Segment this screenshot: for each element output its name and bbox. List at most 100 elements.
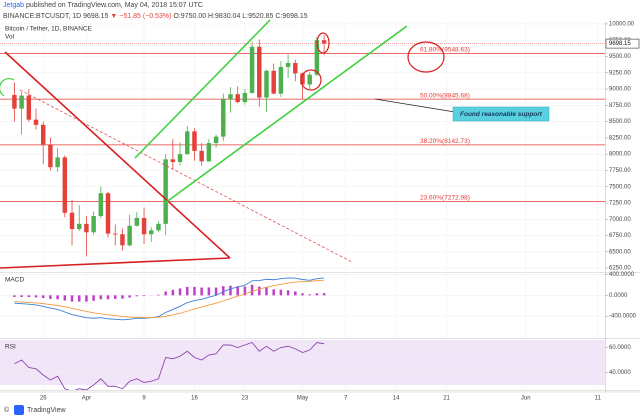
histogram-bar (77, 295, 81, 302)
histogram-bar (99, 295, 103, 300)
y-tick-label: 9250.00 (609, 70, 631, 76)
histogram-bar (207, 287, 211, 296)
candle-body (257, 46, 262, 98)
histogram-bar (164, 291, 167, 296)
candle-body (127, 225, 132, 246)
histogram-bar (214, 287, 218, 296)
candle-body (192, 131, 197, 151)
histogram-bar (142, 295, 146, 297)
series-line (14, 341, 325, 390)
candle-body (249, 46, 255, 93)
y-tick-label: 7750.00 (609, 168, 631, 174)
histogram-bar (171, 289, 175, 296)
histogram-bar (128, 295, 131, 298)
candle-body (76, 223, 82, 230)
pane-title: MACD (5, 277, 24, 284)
histogram-bar (229, 285, 232, 296)
histogram-bar (113, 295, 117, 299)
histogram-bar (106, 295, 110, 300)
author[interactable]: Jetgab (3, 2, 24, 9)
y-tick-label: 9000.00 (609, 87, 631, 93)
candle-body (120, 234, 125, 246)
dashed-trend-line (19, 89, 353, 263)
candle-body (84, 223, 89, 233)
candle-body (264, 70, 269, 98)
symbol-line: BINANCE:BTCUSDT, 1D 9698.15 ▼ −51.85 (−0… (3, 13, 308, 20)
candle-body (134, 217, 140, 226)
candle-body (228, 94, 233, 99)
histogram-bar (13, 295, 16, 297)
candle-body (26, 95, 32, 120)
histogram-bar (294, 291, 297, 296)
histogram-bar (178, 288, 182, 296)
logo (14, 405, 24, 415)
series-line (14, 279, 325, 319)
trend-line (0, 257, 231, 269)
x-tick-label: 21 (443, 396, 450, 402)
fib-label: 38.20%(8142.73) (420, 138, 470, 145)
last-price-box (605, 38, 640, 49)
candle-body (206, 143, 212, 162)
histogram-bar (135, 295, 139, 297)
histogram-bar (200, 287, 203, 296)
histogram-bar (258, 286, 261, 296)
arrow: ▼ (110, 13, 117, 20)
histogram-bar (63, 295, 67, 301)
pane-title: RSI (5, 344, 16, 351)
histogram-bar (308, 294, 311, 296)
header-line: Jetgab published on TradingView.com, May… (3, 2, 203, 9)
series-line (14, 277, 325, 321)
histogram-bar (56, 295, 59, 300)
candle-body (163, 159, 168, 224)
histogram-bar (222, 286, 225, 296)
y-tick-label: 10000.00 (609, 22, 635, 28)
histogram-bar (27, 295, 31, 298)
y-tick-label: 60.0000 (609, 345, 631, 351)
ohlc: O:9750.00 H:9830.04 L:9520.85 C:9698.15 (173, 13, 307, 20)
histogram-bar (279, 289, 283, 296)
fib-label: 50.00%(8845.68) (420, 92, 470, 99)
candle-body (40, 124, 46, 145)
x-tick-label: 26 (40, 396, 47, 402)
y-tick-label: 400.0000 (609, 272, 635, 278)
marker-circle (0, 77, 15, 97)
band (0, 340, 605, 385)
candle-body (170, 159, 176, 162)
x-tick-label: 9 (142, 396, 146, 402)
x-tick-label: Jun (521, 396, 531, 402)
histogram-bar (121, 295, 124, 299)
candle-body (113, 233, 118, 235)
y-tick-label: -400.0000 (609, 314, 637, 320)
histogram-bar (20, 295, 23, 298)
last-price-label: 9698.15 (609, 41, 631, 47)
candle-body (33, 119, 39, 125)
footer-text[interactable]: TradingView (27, 407, 66, 414)
x-tick-label: 7 (344, 396, 348, 402)
histogram-bar (34, 295, 38, 298)
histogram-bar (315, 293, 319, 296)
y-tick-label: 9500.00 (609, 54, 631, 60)
candle-body (156, 223, 161, 231)
candle-body (12, 94, 17, 109)
histogram-bar (322, 293, 326, 296)
histogram-bar (70, 295, 74, 302)
candle-body (293, 63, 298, 74)
chart-layers: 26 Apr 9 16 23 May 7 14 21 Jun 11 61.80%(9548.63) 50… (0, 22, 640, 402)
y-tick-label: 8500.00 (609, 119, 631, 125)
trend-line (4, 51, 231, 259)
y-tick-label: 8750.00 (609, 103, 631, 109)
candle-body (149, 230, 154, 235)
marker-circle (316, 32, 330, 54)
x-tick-label: May (297, 396, 308, 402)
pane: 61.80%(9548.63) 50.00%(8845.68) 38.20%(814… (0, 23, 605, 269)
channel-line (134, 19, 271, 159)
candle-body (141, 217, 147, 235)
candle-body (285, 63, 291, 67)
histogram-bar (85, 295, 88, 302)
candle-body (69, 212, 75, 230)
callout-text: Found reasonable support (460, 111, 543, 118)
candle-body (98, 193, 104, 217)
histogram-bar (193, 286, 196, 296)
y-tick-label: 8000.00 (609, 152, 631, 158)
